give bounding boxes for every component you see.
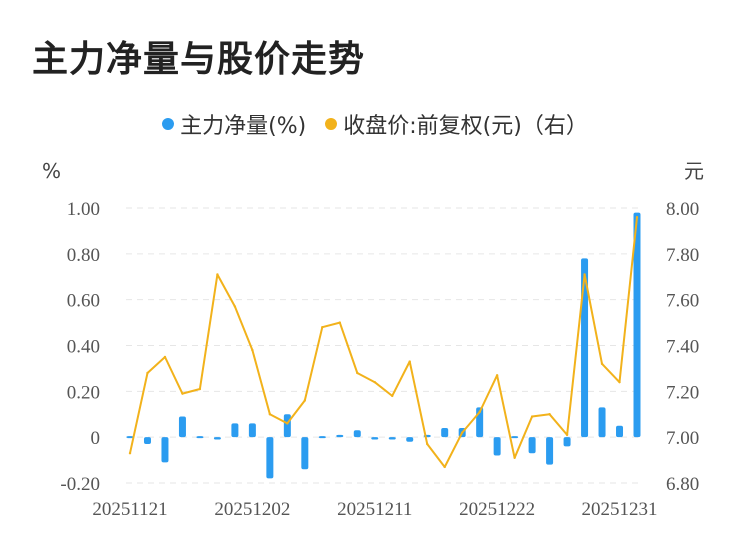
legend-dot-blue [162,118,175,130]
bar [511,436,519,439]
left-tick-label: 0 [91,428,101,449]
bar [633,212,641,438]
line-point [286,422,289,425]
legend-label-net-volume: 主力净量(%) [180,114,307,139]
x-tick-label: 20251211 [337,499,412,520]
line-point [530,415,534,418]
x-tick-label: 20251222 [459,499,535,520]
line-point [356,371,359,375]
left-tick-label: 0.40 [67,337,100,358]
line-point [495,374,499,377]
line-point [233,305,237,308]
line-point [146,371,149,375]
bar [266,437,274,479]
line-point [338,321,341,324]
right-tick-label: 8.00 [666,199,699,220]
line-point [548,413,551,416]
bar [126,436,134,439]
line-point [163,355,167,359]
legend-label-close-price: 收盘价:前复权(元)（右） [343,114,588,139]
line-point [600,362,604,366]
bar [581,258,589,438]
line-point [565,433,569,437]
x-tick-label: 20251231 [582,499,658,520]
bar [248,423,256,438]
bar [598,407,606,438]
left-axis-unit: % [42,159,61,183]
line-point [303,399,307,402]
bar [388,437,396,440]
bar [406,437,414,442]
bar [213,437,221,440]
line-point [391,394,394,398]
bar-series [126,212,641,479]
line-point [181,392,184,395]
left-tick-label: 1.00 [67,199,100,220]
line-point [513,456,516,459]
line-point [460,431,464,434]
bar [196,436,204,439]
line-point [426,442,429,446]
bar [493,437,501,456]
grid-lines [126,207,642,484]
bar [318,436,326,439]
x-axis-ticks: 20251121 20251202 20251211 20251222 20251231 [92,499,657,520]
legend-item-net-volume[interactable]: 主力净量(%) [162,108,306,140]
bar [528,437,536,454]
x-tick-label: 20251202 [214,499,290,520]
left-tick-label: 0.20 [67,382,100,403]
bar [161,437,169,463]
line-point [321,325,324,329]
line-series [128,215,639,469]
right-axis-ticks: 8.00 7.80 7.60 7.40 7.20 7.00 6.80 [666,199,699,495]
right-tick-label: 7.60 [666,291,699,312]
bar [563,437,571,447]
right-tick-label: 7.80 [666,245,699,266]
line-point [128,452,132,455]
price-line [129,217,638,468]
legend-dot-orange [325,118,338,130]
bar [178,416,186,438]
line-point [198,387,202,391]
line-point [618,380,621,384]
bar [336,434,344,438]
right-tick-label: 7.40 [666,337,699,358]
line-point [216,273,219,276]
bar [371,437,379,440]
line-point [635,215,639,219]
legend: 主力净量(%) 收盘价:前复权(元)（右） [0,108,750,140]
line-point [268,413,272,416]
line-point [373,380,376,384]
left-tick-label: -0.20 [60,474,100,495]
line-point [408,360,411,363]
bar [231,423,239,438]
right-tick-label: 7.00 [666,428,699,449]
legend-item-close-price[interactable]: 收盘价:前复权(元)（右） [325,108,588,140]
line-point [443,465,446,469]
bar [441,428,449,438]
line-point [583,273,586,276]
line-point [251,348,254,352]
left-tick-label: 0.60 [67,291,100,312]
right-tick-label: 7.20 [666,382,699,403]
right-axis-unit: 元 [684,159,704,183]
bar [546,437,554,465]
bar [616,425,624,438]
right-tick-label: 6.80 [666,474,699,495]
left-tick-label: 0.80 [67,245,100,266]
chart-title: 主力净量与股价走势 [32,39,366,80]
bar [143,437,151,445]
bar [301,437,309,470]
bar [353,430,361,438]
left-axis-ticks: 1.00 0.80 0.60 0.40 0.20 0 -0.20 [60,199,100,495]
bar [283,414,291,438]
x-tick-label: 20251121 [92,499,167,520]
line-point [478,410,481,414]
